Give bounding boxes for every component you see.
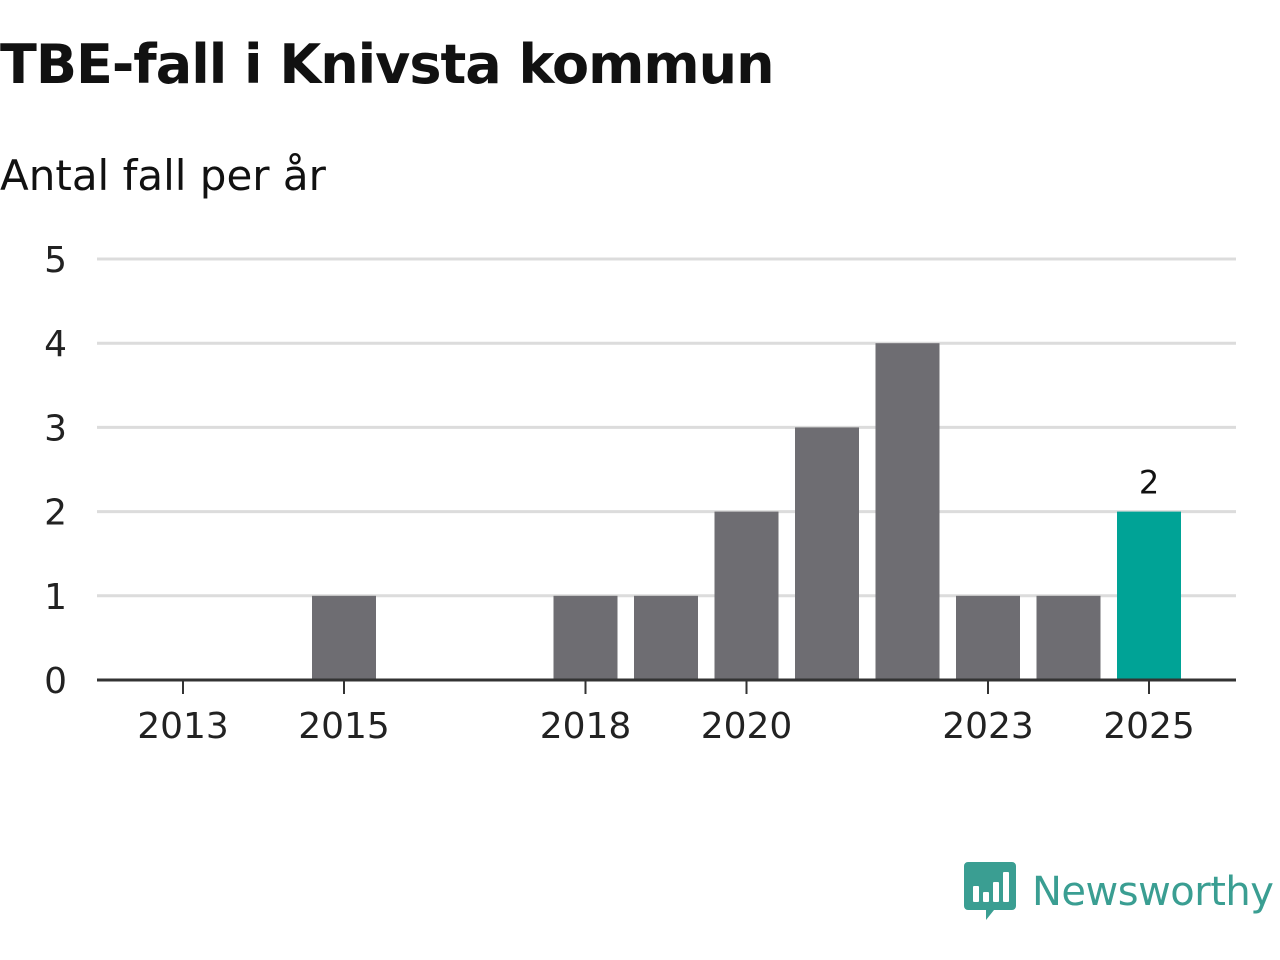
bar-chart-speech-icon bbox=[964, 862, 1016, 920]
x-tick-label: 2025 bbox=[1103, 706, 1195, 747]
bar-2021 bbox=[795, 427, 859, 680]
chart-subtitle: Antal fall per år bbox=[0, 151, 326, 200]
x-tick-label: 2015 bbox=[298, 706, 390, 747]
bar-2020 bbox=[714, 511, 779, 680]
bar-2025 bbox=[1117, 511, 1181, 680]
bar-2023 bbox=[956, 595, 1020, 680]
y-axis-ticks: 0 1 2 3 4 5 bbox=[44, 240, 67, 702]
y-tick-label: 1 bbox=[44, 577, 67, 618]
y-tick-label: 4 bbox=[44, 324, 67, 365]
x-tick-label: 2023 bbox=[942, 706, 1034, 747]
x-tick-label: 2020 bbox=[701, 706, 793, 747]
bar-2019 bbox=[634, 595, 698, 680]
x-tick-label: 2018 bbox=[540, 706, 632, 747]
bar-2024 bbox=[1036, 595, 1101, 680]
x-axis-ticks: 2013 2015 2018 2020 2023 2025 bbox=[137, 680, 1195, 747]
grid-lines bbox=[97, 257, 1236, 598]
data-label-2025: 2 bbox=[1139, 464, 1159, 502]
bar-2022 bbox=[875, 343, 940, 680]
data-labels: 2 bbox=[1139, 464, 1159, 502]
bar-2015 bbox=[312, 595, 376, 680]
bar-2018 bbox=[553, 595, 618, 680]
chart-title: TBE-fall i Knivsta kommun bbox=[0, 33, 775, 96]
y-tick-label: 3 bbox=[44, 408, 67, 449]
x-tick-label: 2013 bbox=[137, 706, 229, 747]
bars bbox=[312, 343, 1181, 680]
y-tick-label: 0 bbox=[44, 661, 67, 702]
brand-logo: Newsworthy bbox=[964, 862, 1274, 922]
y-tick-label: 2 bbox=[44, 493, 67, 534]
brand-name: Newsworthy bbox=[1032, 869, 1274, 915]
y-tick-label: 5 bbox=[44, 240, 67, 281]
